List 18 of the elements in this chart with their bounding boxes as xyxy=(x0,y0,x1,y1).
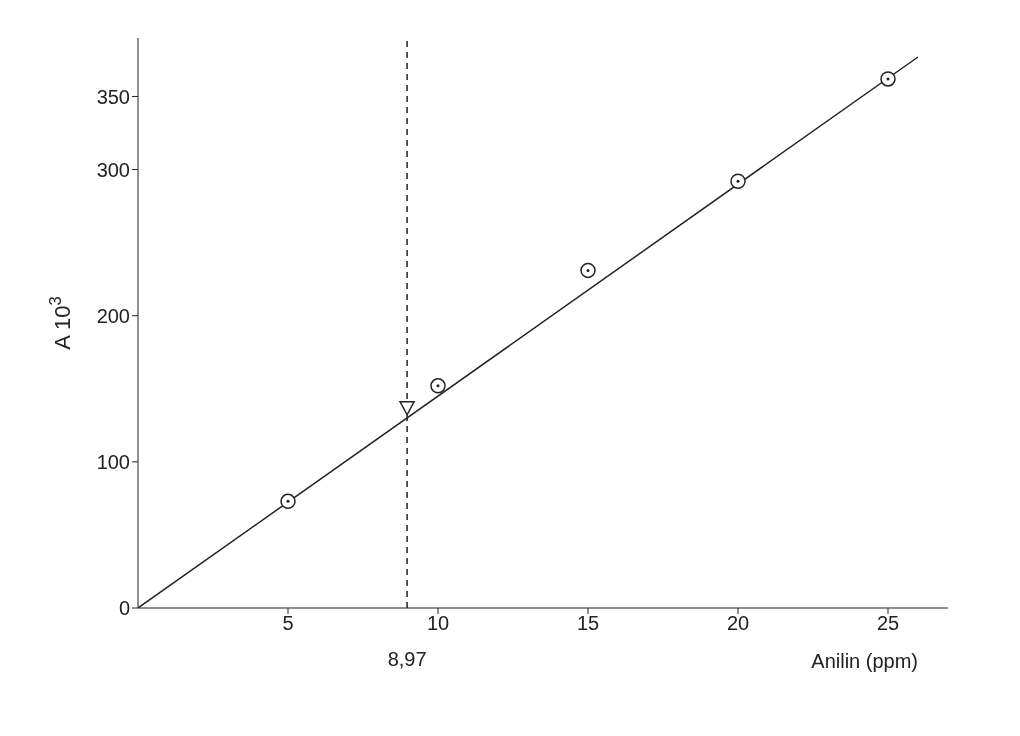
y-tick-label: 300 xyxy=(96,158,130,181)
x-axis-title: Anilin (ppm) xyxy=(811,650,918,672)
point xyxy=(580,262,596,279)
point xyxy=(430,378,446,394)
x-tick-label: 10 xyxy=(426,612,450,635)
ref-line-label: 8,97 xyxy=(387,648,427,670)
y-tick-label: 350 xyxy=(96,85,130,108)
x-tick-label: 25 xyxy=(876,612,900,635)
y-tick-label: 0 xyxy=(118,597,130,620)
point xyxy=(399,401,415,416)
y-tick-label: 200 xyxy=(96,304,130,327)
point xyxy=(880,71,896,87)
x-tick-label: 20 xyxy=(726,612,750,635)
x-tick-label: 5 xyxy=(282,612,294,635)
y-tick-label: 100 xyxy=(96,450,130,473)
point xyxy=(280,493,296,510)
x-tick-label: 15 xyxy=(576,612,600,635)
point xyxy=(730,173,746,189)
